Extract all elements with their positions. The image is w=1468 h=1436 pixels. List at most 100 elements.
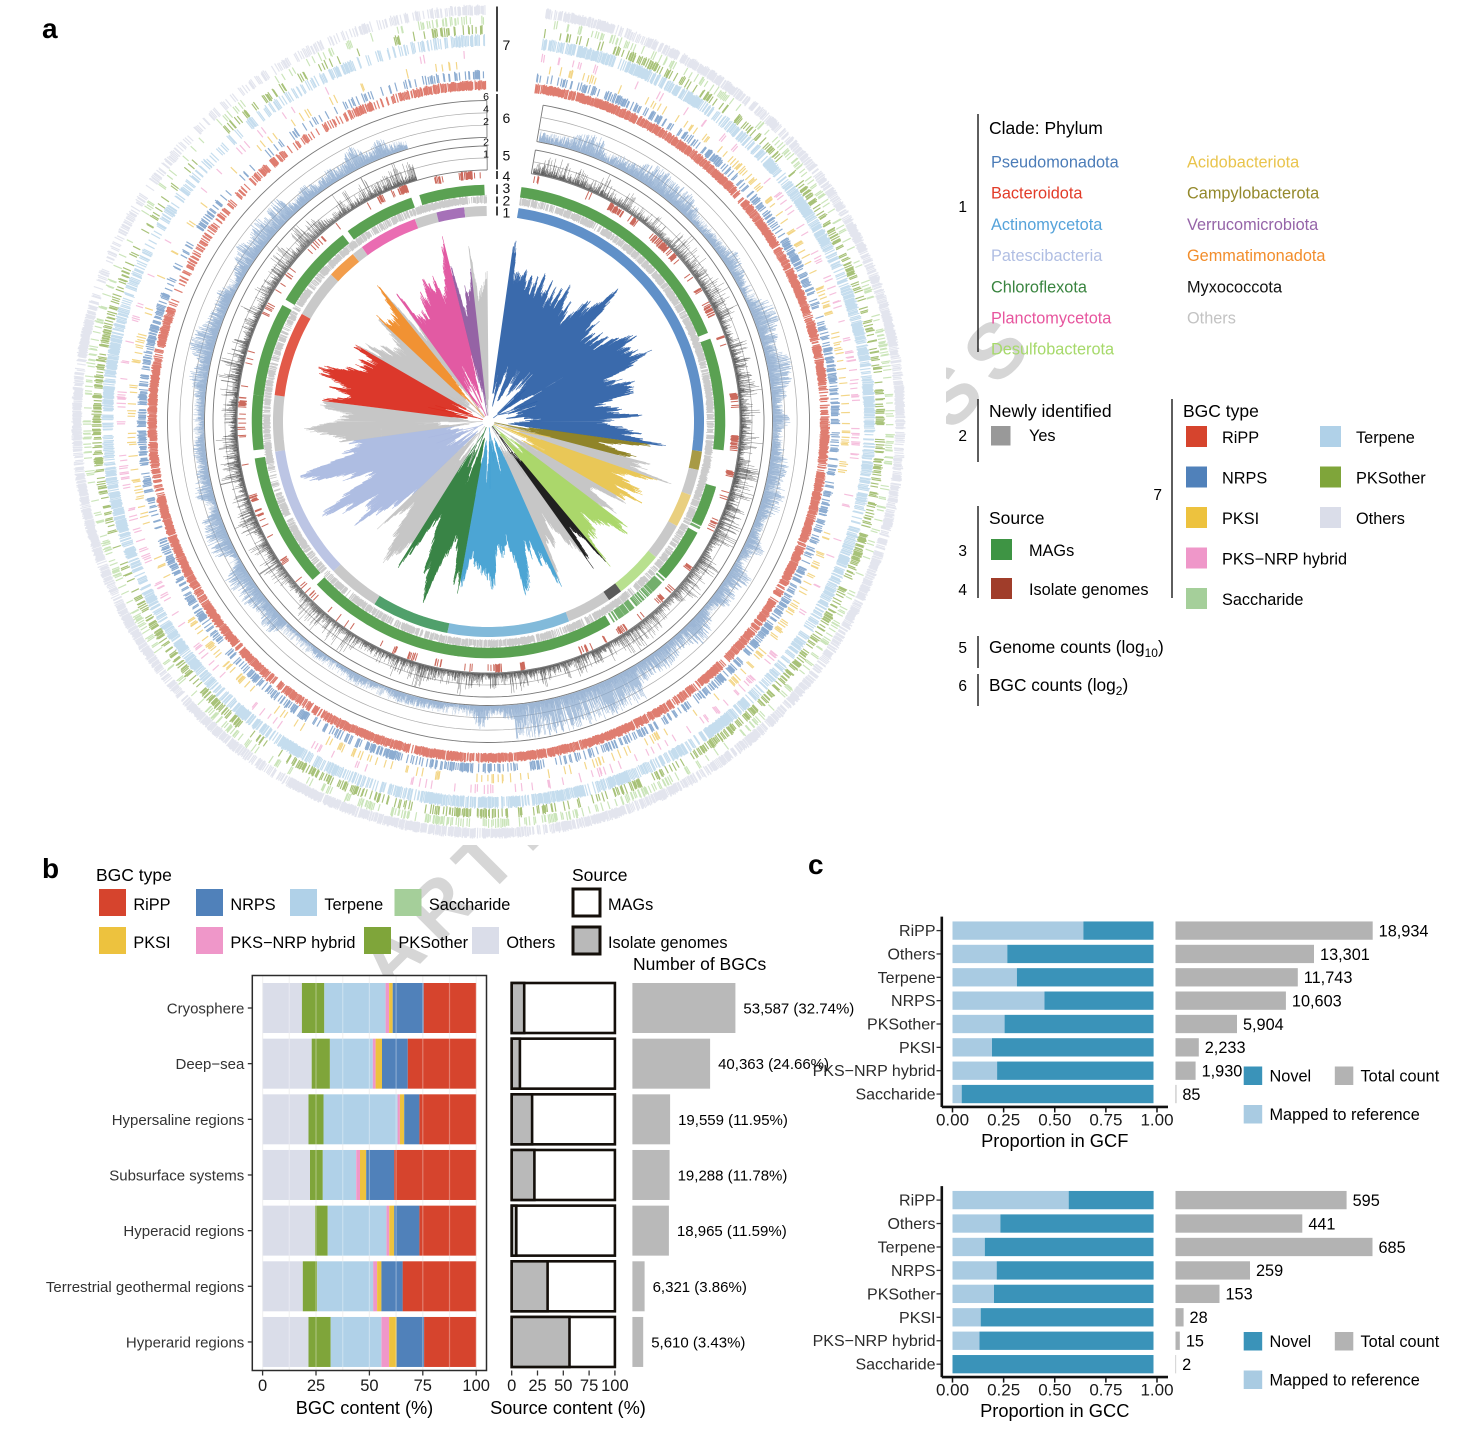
svg-text:RiPP: RiPP — [133, 896, 170, 914]
svg-text:25: 25 — [528, 1377, 546, 1395]
svg-text:Saccharide: Saccharide — [1222, 591, 1303, 609]
svg-text:1: 1 — [483, 149, 489, 161]
svg-text:Novel: Novel — [1270, 1068, 1312, 1086]
svg-text:7: 7 — [1153, 487, 1162, 504]
svg-text:0.00: 0.00 — [936, 1381, 969, 1400]
svg-text:Mapped to reference: Mapped to reference — [1270, 1372, 1420, 1390]
svg-text:4: 4 — [958, 582, 967, 599]
svg-text:153: 153 — [1225, 1286, 1252, 1304]
svg-text:1.00: 1.00 — [1140, 1110, 1173, 1129]
svg-text:Others: Others — [506, 934, 555, 952]
svg-text:Subsurface systems: Subsurface systems — [109, 1167, 244, 1184]
svg-text:18,934: 18,934 — [1379, 922, 1429, 940]
svg-text:Acidobacteriota: Acidobacteriota — [1187, 154, 1300, 172]
svg-text:PKSI: PKSI — [899, 1310, 935, 1327]
svg-text:PKS−NRP hybrid: PKS−NRP hybrid — [813, 1063, 936, 1080]
svg-text:Source content (%): Source content (%) — [490, 1398, 646, 1418]
svg-text:50: 50 — [360, 1377, 378, 1395]
svg-text:2: 2 — [958, 428, 967, 445]
svg-text:5,610 (3.43%): 5,610 (3.43%) — [651, 1334, 745, 1351]
svg-text:1: 1 — [503, 205, 511, 221]
svg-text:Others: Others — [1356, 510, 1405, 528]
svg-text:Terpene: Terpene — [878, 970, 936, 987]
svg-text:MAGs: MAGs — [1029, 542, 1074, 560]
svg-text:PKSother: PKSother — [867, 1286, 936, 1303]
svg-text:b: b — [42, 853, 59, 884]
svg-text:13,301: 13,301 — [1320, 946, 1370, 964]
svg-text:259: 259 — [1256, 1262, 1283, 1280]
svg-text:2: 2 — [483, 137, 489, 149]
svg-text:100: 100 — [462, 1377, 490, 1395]
svg-text:0.50: 0.50 — [1038, 1381, 1071, 1400]
svg-text:50: 50 — [554, 1377, 572, 1395]
svg-text:85: 85 — [1182, 1086, 1200, 1104]
svg-text:2,233: 2,233 — [1205, 1039, 1246, 1057]
svg-text:Total count: Total count — [1361, 1333, 1440, 1351]
svg-text:2: 2 — [483, 116, 489, 128]
svg-text:19,559 (11.95%): 19,559 (11.95%) — [678, 1112, 788, 1129]
svg-text:Source: Source — [989, 508, 1044, 528]
svg-text:19,288 (11.78%): 19,288 (11.78%) — [678, 1167, 788, 1184]
svg-text:0.75: 0.75 — [1089, 1381, 1122, 1400]
svg-text:Verrucomicrobiota: Verrucomicrobiota — [1187, 216, 1319, 234]
svg-text:Source: Source — [572, 865, 627, 885]
svg-text:c: c — [808, 849, 824, 880]
svg-text:0.00: 0.00 — [936, 1110, 969, 1129]
svg-text:Clade: Phylum: Clade: Phylum — [989, 118, 1103, 138]
svg-text:5: 5 — [503, 148, 511, 164]
svg-text:RiPP: RiPP — [899, 1193, 935, 1210]
svg-text:40,363 (24.66%): 40,363 (24.66%) — [718, 1056, 829, 1073]
svg-text:6: 6 — [503, 110, 511, 126]
svg-text:6: 6 — [483, 91, 489, 103]
svg-text:NRPS: NRPS — [230, 896, 275, 914]
svg-text:Others: Others — [887, 1216, 935, 1233]
svg-text:3: 3 — [503, 180, 511, 196]
svg-text:Desulfobacterota: Desulfobacterota — [991, 341, 1115, 359]
svg-text:Proportion in GCC: Proportion in GCC — [980, 1400, 1129, 1421]
svg-text:1.00: 1.00 — [1140, 1381, 1173, 1400]
svg-text:PKSother: PKSother — [1356, 470, 1426, 488]
svg-text:5,904: 5,904 — [1243, 1016, 1284, 1034]
svg-text:MAGs: MAGs — [608, 896, 653, 914]
svg-text:0: 0 — [507, 1377, 516, 1395]
svg-text:BGC type: BGC type — [1183, 401, 1259, 421]
svg-text:2: 2 — [1182, 1356, 1191, 1374]
svg-text:Terpene: Terpene — [1356, 429, 1415, 447]
svg-text:Pseudomonadota: Pseudomonadota — [991, 154, 1120, 172]
svg-text:6: 6 — [958, 678, 967, 695]
svg-text:Bacteroidota: Bacteroidota — [991, 185, 1083, 203]
svg-text:75: 75 — [414, 1377, 432, 1395]
svg-text:0.75: 0.75 — [1089, 1110, 1122, 1129]
svg-text:BGC type: BGC type — [96, 865, 172, 885]
svg-text:BGC content (%): BGC content (%) — [296, 1398, 433, 1418]
svg-text:6,321 (3.86%): 6,321 (3.86%) — [653, 1279, 747, 1296]
svg-text:100: 100 — [601, 1377, 629, 1395]
svg-text:NRPS: NRPS — [891, 993, 935, 1010]
svg-text:PKSI: PKSI — [899, 1040, 935, 1057]
svg-text:Saccharide: Saccharide — [429, 896, 510, 914]
svg-text:7: 7 — [503, 37, 511, 53]
svg-text:11,743: 11,743 — [1304, 969, 1353, 987]
svg-text:RiPP: RiPP — [899, 923, 935, 940]
svg-text:53,587 (32.74%): 53,587 (32.74%) — [743, 1001, 854, 1018]
svg-text:Hyperarid regions: Hyperarid regions — [126, 1334, 244, 1351]
svg-text:0.25: 0.25 — [987, 1381, 1020, 1400]
svg-text:18,965 (11.59%): 18,965 (11.59%) — [677, 1223, 787, 1240]
svg-text:0.25: 0.25 — [987, 1110, 1020, 1129]
svg-text:Novel: Novel — [1270, 1333, 1312, 1351]
svg-text:Terpene: Terpene — [324, 896, 383, 914]
svg-text:Others: Others — [1187, 310, 1236, 328]
svg-text:685: 685 — [1378, 1239, 1405, 1257]
svg-text:PKSI: PKSI — [133, 934, 170, 952]
svg-text:3: 3 — [958, 543, 967, 560]
svg-text:Genome counts (log10): Genome counts (log10) — [989, 637, 1164, 660]
svg-text:Planctomycetota: Planctomycetota — [991, 310, 1112, 328]
svg-text:0.50: 0.50 — [1038, 1110, 1071, 1129]
svg-text:PKS−NRP hybrid: PKS−NRP hybrid — [230, 934, 355, 952]
svg-text:Hyperacid regions: Hyperacid regions — [123, 1223, 244, 1240]
svg-text:Total count: Total count — [1361, 1068, 1440, 1086]
svg-text:4: 4 — [483, 104, 489, 116]
svg-text:Myxococcota: Myxococcota — [1187, 278, 1283, 296]
svg-text:2: 2 — [503, 193, 511, 209]
svg-text:Number of BGCs: Number of BGCs — [633, 954, 766, 974]
